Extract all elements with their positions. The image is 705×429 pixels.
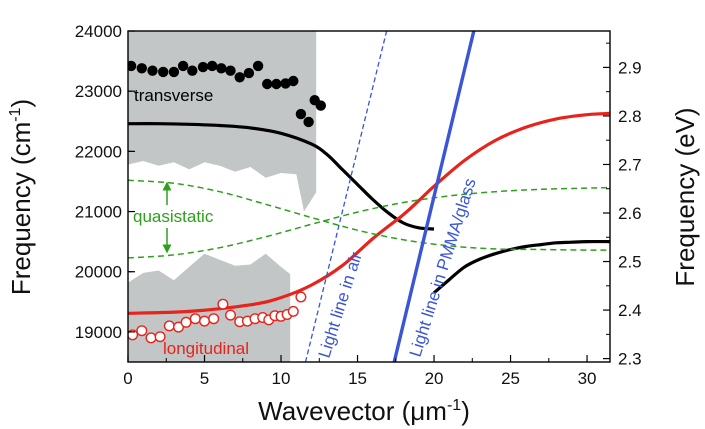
x-axis-title: Wavevector (μm-1) [258,396,470,426]
x-tick-label-10: 10 [272,369,291,388]
annotation-transverse: transverse [134,86,213,105]
x-tick-label-25: 25 [501,369,520,388]
transverse-point-14 [262,78,273,90]
longitudinal-point-8 [198,315,210,327]
transverse-point-9 [216,63,227,74]
transverse-point-4 [168,66,180,78]
y2-tick-label-2.5: 2.5 [618,253,642,272]
x-tick-label-5: 5 [200,369,209,388]
series-transverse-theory [128,122,435,231]
transverse-point-8 [207,60,218,72]
longitudinal-point-4 [163,320,175,332]
transverse-point-21 [315,100,326,111]
x-tick-label-30: 30 [578,369,597,388]
series-quasistatic-lower [128,186,610,259]
longitudinal-point-3 [154,331,166,343]
series-longitudinal-measured [128,291,307,344]
transverse-point-19 [303,116,314,128]
transverse-point-0 [128,60,137,72]
x-axis-title-close: ) [461,396,470,426]
series-quasistatic-upper [128,179,610,251]
longitudinal-point-9 [208,313,220,325]
y-tick-label-21000: 21000 [75,203,122,222]
longitudinal-point-6 [180,316,192,328]
transverse-point-5 [177,60,189,72]
transverse-point-18 [295,108,307,120]
transverse-point-11 [234,72,245,83]
transverse-point-2 [147,65,158,76]
longitudinal-point-5 [172,321,184,333]
transverse-point-12 [243,67,255,79]
y-axis-title: Frequency (cm-1) [6,99,36,295]
y-tick-label-24000: 24000 [75,22,122,41]
y-axis-title-sup: -1 [7,107,24,121]
y2-tick-label-2.3: 2.3 [618,350,642,369]
transverse-point-17 [288,75,299,87]
y2-tick-label-2.6: 2.6 [618,204,642,223]
y2-tick-label-2.8: 2.8 [618,107,642,126]
y2-axis-title: Frequency (eV) [670,107,700,286]
longitudinal-point-11 [224,309,236,321]
x-tick-label-15: 15 [348,369,367,388]
y-axis-title-close: ) [6,99,36,108]
series-longitudinal-theory [128,111,610,315]
y-axis-title-main: Frequency (cm [6,122,36,295]
transverse-point-15 [271,78,282,90]
shaded-upper-measured-band [128,31,317,212]
transverse-point-3 [158,66,169,78]
x-axis-title-main: Wavevector (μm [258,396,447,426]
series-transverse-measured [128,60,326,128]
y2-tick-label-2.7: 2.7 [618,155,642,174]
y-tick-label-20000: 20000 [75,263,122,282]
y2-tick-label-2.4: 2.4 [618,301,642,320]
annotation-longitudinal: longitudinal [163,339,249,358]
transverse-point-6 [187,65,198,76]
longitudinal-point-10 [217,298,229,310]
y-tick-label-22000: 22000 [75,142,122,161]
series-light-line-in-pmma-glass [392,31,476,362]
transverse-point-10 [225,65,236,76]
transverse-point-7 [197,61,209,73]
x-tick-label-0: 0 [123,369,132,388]
longitudinal-point-7 [189,313,201,325]
longitudinal-point-20 [287,305,299,317]
x-axis-title-sup: -1 [447,397,461,414]
annotation-quasistatic: quasistatic [133,207,214,226]
transverse-point-1 [136,63,147,74]
plot-frame [127,30,611,363]
y2-tick-label-2.9: 2.9 [618,58,642,77]
longitudinal-point-1 [136,325,148,337]
y-tick-label-23000: 23000 [75,82,122,101]
transverse-point-13 [252,60,264,72]
series-lower-polariton-theory [432,239,610,295]
longitudinal-point-2 [145,332,157,344]
shaded-lower-measured-band [128,253,291,362]
longitudinal-point-21 [295,291,307,303]
series-light-line-in-air [304,31,388,362]
y-tick-label-19000: 19000 [75,323,122,342]
x-tick-label-20: 20 [425,369,444,388]
